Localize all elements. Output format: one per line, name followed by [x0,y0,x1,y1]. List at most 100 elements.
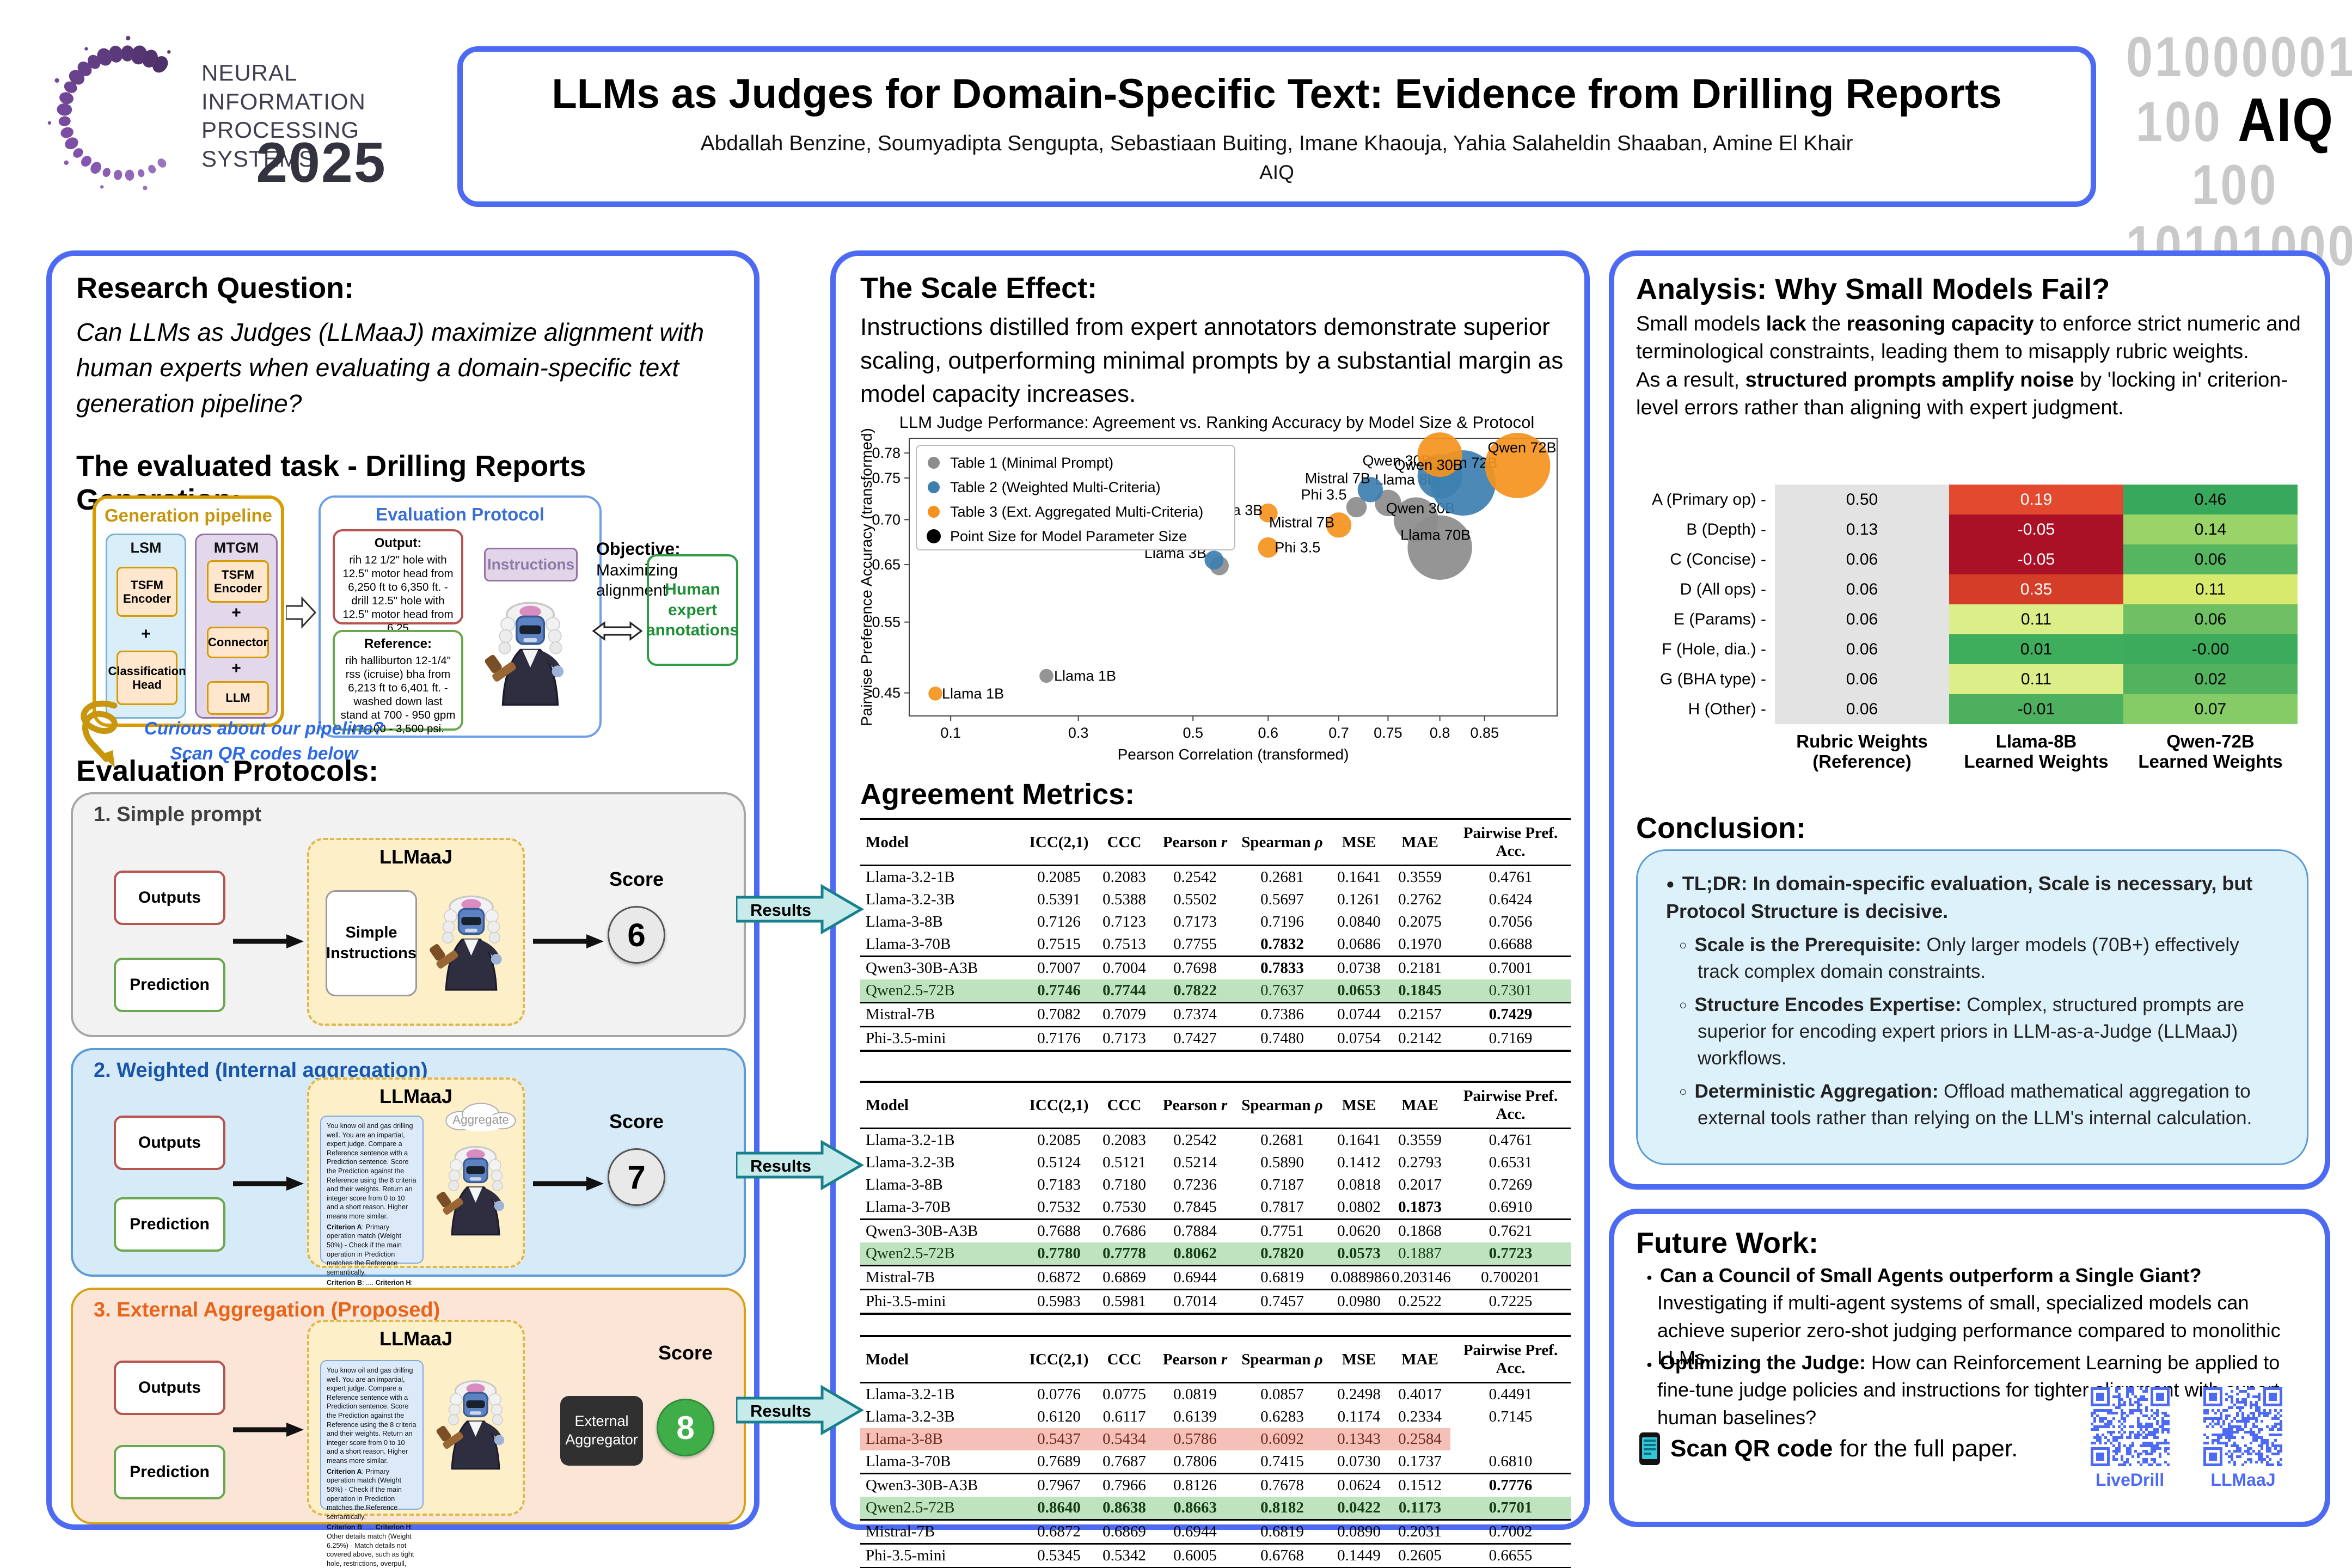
table-cell: 0.4491 [1489,1386,1533,1403]
heatmap-cell: 0.11 [2123,574,2298,604]
table-cell: 0.7687 [1094,1450,1154,1474]
llmaaj-label: LLMaaJ [379,1085,453,1107]
svg-text:0.3: 0.3 [1068,725,1089,741]
double-arrow-icon [592,621,642,641]
table-cell: Llama-3.2-1B [866,868,955,886]
table-cell: 0.0857 [1260,1386,1304,1403]
scatter-point-label: Mistral 7B [1269,514,1334,530]
scatter-point-label: Phi 3.5 [1301,486,1346,503]
svg-text:0.55: 0.55 [872,614,901,630]
aggregate-cloud-icon: Aggregate [445,1102,516,1132]
table-cell: 0.7822 [1154,979,1236,1003]
svg-text:Results: Results [750,1156,811,1175]
table-cell: 0.7806 [1154,1450,1236,1474]
table-cell: 0.5124 [1037,1154,1081,1171]
table-cell: 0.2157 [1389,1002,1450,1027]
table-cell: 0.0840 [1337,913,1381,930]
scatter-point [1375,489,1401,517]
scatter-point-label: Llama 1B [1054,667,1116,684]
svg-text:0.5: 0.5 [1183,725,1203,741]
table-cell: 0.6531 [1489,1154,1533,1171]
scatter-chart: LLM Judge Performance: Agreement vs. Ran… [858,414,1558,763]
judge-robot-icon [433,1376,518,1472]
table-cell: 0.0819 [1173,1386,1217,1403]
table-cell: 0.0686 [1328,933,1389,957]
generation-pipeline-label: Generation pipeline [104,505,273,525]
heatmap-row-label: F (Hole, dia.) - [1662,640,1766,658]
scatter-point-label: Llama 1B [942,685,1004,702]
lsm-box: LSM TSFM Encoder + Classification Head [106,534,186,719]
table-cell: 0.2083 [1102,1131,1146,1149]
table-cell: 0.0738 [1337,959,1381,977]
scatter-point-label: Phi 3.5 [1275,540,1320,556]
table-cell: 0.6092 [1236,1428,1328,1450]
table-row: Qwen3-30B-A3B 0.7967 0.7966 0.8126 0.7678 0.0… [860,1474,1571,1497]
table-cell: 0.2334 [1398,1408,1442,1425]
neurips-line1: NEURAL INFORMATION [201,60,366,114]
table-cell: 0.2605 [1389,1543,1450,1568]
table-row: Llama-3.2-3B 0.5124 0.5121 0.5214 0.5890 0.14… [860,1152,1571,1174]
outputs-box: Outputs [114,871,225,925]
table-cell: 0.2542 [1173,1131,1217,1149]
heatmap-cell: -0.00 [2123,634,2298,664]
table-header-cell: ICC(2,1) [1024,818,1094,866]
table-cell: 0.6424 [1489,891,1533,908]
heatmap-cell: 0.46 [2123,485,2298,514]
table-cell: 0.7778 [1094,1242,1154,1266]
table-cell: 0.0744 [1328,1002,1389,1027]
table-cell: 0.6768 [1236,1543,1328,1568]
objective-block: Objective: Maximizing alignment [596,538,691,601]
table-cell: 0.7832 [1236,933,1328,957]
table-cell: 0.0980 [1328,1289,1389,1315]
table-cell: 0.7173 [1173,913,1217,930]
outputs-box: Outputs [114,1116,225,1170]
table-header-cell: Pairwise Pref. Acc. [1450,1081,1571,1129]
table-row: Llama-3.2-1B 0.2085 0.2083 0.2542 0.2681 0.16… [860,1129,1571,1152]
scatter-point-label: Mistral 7B [1305,470,1370,486]
arrow-right-icon [233,1175,304,1192]
middle-column: The Scale Effect: Instructions distilled… [830,250,1590,1568]
table-cell: 0.0775 [1102,1386,1146,1403]
table-cell: 0.7513 [1094,933,1154,957]
analysis-conclusion-box: Analysis: Why Small Models Fail? Small m… [1609,250,2330,1190]
scatter-point [1485,433,1551,498]
analysis-paragraph: Small models lack the reasoning capacity… [1636,313,2301,419]
llmaaj-label: LLMaaJ [379,1327,453,1350]
table-header-cell: Spearman ρ [1236,1335,1328,1383]
protocol-panel-weighted: 2. Weighted (Internal aggregation) Outpu… [71,1048,746,1379]
neurips-wordmark: NEURAL INFORMATION PROCESSING SYSTEMS [201,59,441,173]
table-cell: Llama-3-70B [860,1450,1024,1474]
judge-robot-icon [481,598,579,707]
table-row: Qwen2.5-72B 0.8640 0.8638 0.8663 0.8182 0.042… [860,1497,1571,1521]
table-cell: 0.2498 [1337,1386,1381,1403]
poster-title: LLMs as Judges for Domain-Specific Text:… [552,71,2002,117]
table-cell: 0.4761 [1489,1131,1533,1149]
table-cell: Qwen2.5-72B [860,1497,1024,1521]
table-cell: Llama-3.2-1B [866,1386,955,1403]
conclusion-sub-bullet: ○ Scale is the Prerequisite: Only larger … [1679,934,2239,983]
curious-note: Curious about our pipeline? Scan QR codes… [144,718,384,764]
svg-text:Pearson Correlation (transform: Pearson Correlation (transformed) [1118,746,1349,763]
panel1-title: 1. Simple prompt [94,803,262,826]
human-expert-annotations-box: Human expert annotations [646,554,739,666]
table-cell: 0.8126 [1173,1477,1217,1494]
objective-text: Maximizing alignment [596,561,678,600]
heatmap-cell: -0.05 [1949,544,2123,574]
bullet-icon: ○ [1679,1085,1687,1100]
heatmap-row-label: G (BHA type) - [1659,670,1766,688]
table-cell: 0.5437 [1024,1428,1094,1450]
table-cell: 0.2075 [1398,913,1442,930]
table-cell: 0.4017 [1398,1386,1442,1403]
svg-text:0.85: 0.85 [1470,725,1499,741]
table-cell: 0.7269 [1489,1176,1533,1193]
table-header-cell: MAE [1389,818,1450,866]
reference-title: Reference: [364,636,432,651]
table-cell: 0.6869 [1094,1265,1154,1290]
table-cell: 0.7966 [1102,1477,1146,1494]
scatter-point [1407,515,1472,580]
table-cell: 0.6117 [1102,1408,1146,1425]
poster-affiliation: AIQ [1259,161,1294,183]
heatmap-row-label: H (Other) - [1688,700,1766,718]
svg-text:Table 1 (Minimal Prompt): Table 1 (Minimal Prompt) [950,455,1113,471]
